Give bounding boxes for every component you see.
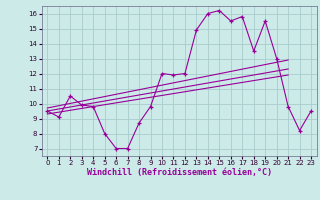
X-axis label: Windchill (Refroidissement éolien,°C): Windchill (Refroidissement éolien,°C) (87, 168, 272, 177)
